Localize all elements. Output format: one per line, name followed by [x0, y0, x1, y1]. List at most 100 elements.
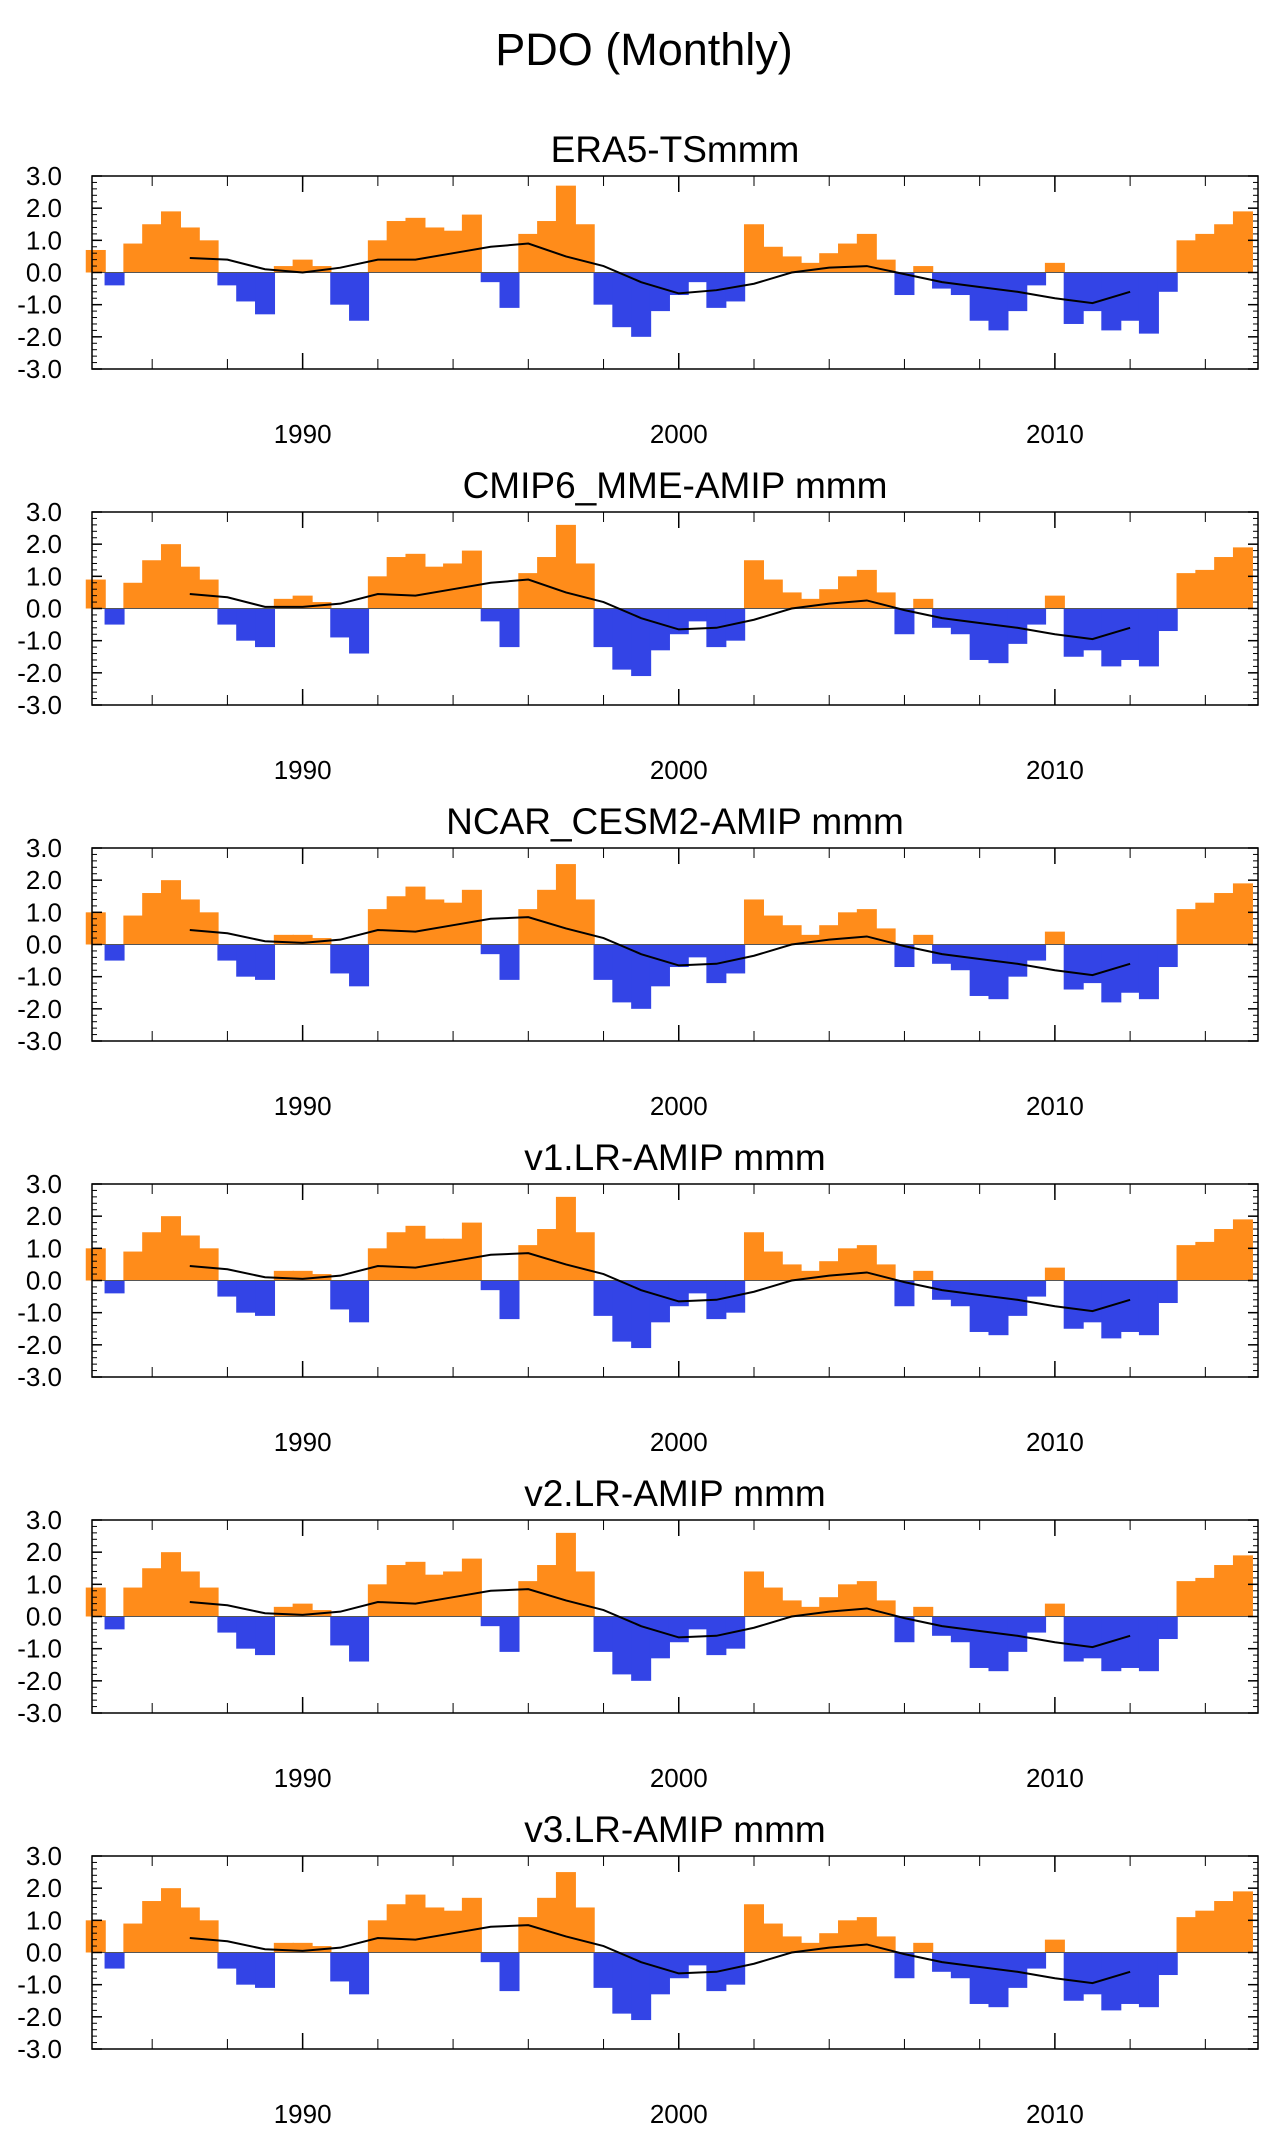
negative-anomaly-bar	[217, 272, 238, 286]
negative-anomaly-bar	[687, 944, 708, 958]
negative-anomaly-bar	[631, 1280, 652, 1349]
negative-anomaly-bar	[932, 272, 953, 289]
positive-anomaly-bar	[85, 1248, 106, 1281]
y-tick-label: -2.0	[17, 1330, 62, 1360]
positive-anomaly-bar	[179, 1907, 200, 1953]
positive-anomaly-bar	[1232, 547, 1253, 609]
negative-anomaly-bar	[988, 608, 1009, 664]
positive-anomaly-bar	[913, 598, 934, 609]
panel-title: ERA5-TSmmm	[551, 129, 800, 170]
positive-anomaly-bar	[856, 1245, 877, 1281]
x-tick-label: 2000	[650, 1427, 708, 1457]
y-tick-label: -2.0	[17, 1666, 62, 1696]
negative-anomaly-bar	[1120, 1616, 1141, 1668]
negative-anomaly-bar	[1138, 1952, 1159, 2008]
negative-anomaly-bar	[480, 1952, 501, 1963]
positive-anomaly-bar	[85, 1587, 106, 1617]
negative-anomaly-bar	[1138, 1616, 1159, 1672]
negative-anomaly-bar	[349, 1280, 370, 1323]
positive-anomaly-bar	[405, 1561, 426, 1617]
positive-anomaly-bar	[555, 864, 576, 945]
positive-anomaly-bar	[367, 1248, 388, 1281]
positive-anomaly-bar	[443, 1910, 464, 1953]
negative-anomaly-bar	[1157, 1616, 1178, 1640]
positive-anomaly-bar	[273, 1606, 294, 1617]
positive-anomaly-bar	[781, 592, 802, 609]
negative-anomaly-bar	[1026, 944, 1047, 961]
positive-anomaly-bar	[537, 557, 558, 609]
x-tick-label: 2000	[650, 2099, 708, 2129]
chart-panel-4: v1.LR-AMIP mmm 3.02.01.00.0-1.0-2.0-3.0 19…	[17, 1137, 1259, 1457]
negative-anomaly-bar	[1101, 944, 1122, 1003]
positive-anomaly-bar	[574, 1907, 595, 1953]
negative-anomaly-bar	[330, 1280, 351, 1310]
positive-anomaly-bar	[743, 224, 764, 273]
positive-anomaly-bar	[367, 909, 388, 945]
positive-anomaly-bar	[160, 1888, 181, 1953]
positive-anomaly-bar	[424, 566, 445, 609]
negative-anomaly-bar	[499, 1616, 520, 1652]
positive-anomaly-bar	[461, 889, 482, 945]
y-tick-label: 0.0	[26, 1266, 62, 1296]
negative-anomaly-bar	[668, 944, 689, 968]
negative-anomaly-bar	[236, 1280, 257, 1313]
y-tick-label: -3.0	[17, 1362, 62, 1392]
negative-anomaly-bar	[1082, 1952, 1103, 1995]
negative-anomaly-bar	[631, 272, 652, 337]
negative-anomaly-bar	[649, 272, 670, 312]
positive-anomaly-bar	[386, 1904, 407, 1953]
panel-title: v1.LR-AMIP mmm	[524, 1137, 826, 1178]
positive-anomaly-bar	[781, 1600, 802, 1617]
positive-anomaly-bar	[1214, 224, 1235, 273]
y-tick-label: 3.0	[26, 497, 62, 527]
positive-anomaly-bar	[292, 1270, 313, 1281]
negative-anomaly-bar	[612, 944, 633, 1003]
positive-anomaly-bar	[179, 1235, 200, 1281]
y-tick-label: -1.0	[17, 1298, 62, 1328]
y-tick-label: -3.0	[17, 1698, 62, 1728]
positive-anomaly-bar	[1195, 902, 1216, 945]
y-tick-label: -3.0	[17, 354, 62, 384]
positive-anomaly-bar	[405, 1894, 426, 1953]
x-tick-label: 1990	[274, 755, 332, 785]
y-tick-label: 0.0	[26, 930, 62, 960]
positive-anomaly-bar	[367, 240, 388, 273]
positive-anomaly-bar	[273, 1942, 294, 1953]
positive-anomaly-bar	[781, 256, 802, 273]
positive-anomaly-bar	[537, 1229, 558, 1281]
x-tick-label: 2010	[1026, 755, 1084, 785]
negative-anomaly-bar	[1082, 944, 1103, 984]
negative-anomaly-bar	[217, 1616, 238, 1633]
negative-anomaly-bar	[988, 1280, 1009, 1336]
panel-title: v3.LR-AMIP mmm	[524, 1809, 826, 1850]
y-tick-label: 1.0	[26, 225, 62, 255]
positive-anomaly-bar	[367, 1584, 388, 1617]
negative-anomaly-bar	[1157, 1952, 1178, 1976]
negative-anomaly-bar	[349, 1952, 370, 1995]
positive-anomaly-bar	[574, 224, 595, 273]
positive-anomaly-bar	[1176, 240, 1197, 273]
negative-anomaly-bar	[217, 944, 238, 961]
negative-anomaly-bar	[687, 1616, 708, 1630]
positive-anomaly-bar	[819, 589, 840, 609]
y-tick-label: -2.0	[17, 658, 62, 688]
positive-anomaly-bar	[179, 899, 200, 945]
negative-anomaly-bar	[1120, 1952, 1141, 2004]
negative-anomaly-bar	[104, 944, 125, 961]
negative-anomaly-bar	[480, 1280, 501, 1291]
positive-anomaly-bar	[160, 544, 181, 609]
positive-anomaly-bar	[461, 214, 482, 273]
negative-anomaly-bar	[499, 944, 520, 980]
negative-anomaly-bar	[1157, 272, 1178, 292]
y-tick-label: 3.0	[26, 1841, 62, 1871]
negative-anomaly-bar	[969, 944, 990, 996]
negative-anomaly-bar	[104, 1952, 125, 1969]
positive-anomaly-bar	[1195, 1241, 1216, 1281]
negative-anomaly-bar	[330, 608, 351, 638]
positive-anomaly-bar	[85, 579, 106, 609]
y-tick-label: 0.0	[26, 594, 62, 624]
negative-anomaly-bar	[593, 1952, 614, 1988]
positive-anomaly-bar	[1214, 557, 1235, 609]
positive-anomaly-bar	[838, 912, 859, 945]
negative-anomaly-bar	[687, 1280, 708, 1294]
